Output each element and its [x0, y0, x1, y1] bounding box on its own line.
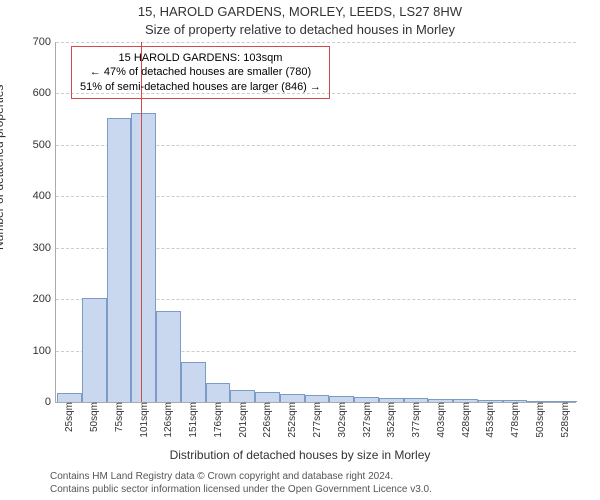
xtick-label: 252sqm	[284, 402, 298, 438]
histogram-bar	[230, 390, 255, 402]
xtick-label: 428sqm	[458, 402, 472, 438]
histogram-bar	[280, 394, 305, 402]
footer-attribution: Contains HM Land Registry data © Crown c…	[50, 471, 432, 496]
histogram-bar	[181, 362, 206, 402]
ytick-label: 100	[33, 345, 56, 357]
callout-line: 15 HAROLD GARDENS: 103sqm	[80, 51, 321, 65]
xtick-label: 327sqm	[359, 402, 373, 438]
histogram-bar	[57, 393, 82, 402]
xtick-label: 478sqm	[507, 402, 521, 438]
footer-line1: Contains HM Land Registry data © Crown c…	[50, 471, 432, 484]
plot-area: 010020030040050060070025sqm50sqm75sqm101…	[55, 42, 576, 403]
histogram-bar	[107, 118, 132, 402]
xtick-label: 277sqm	[309, 402, 323, 438]
xtick-label: 50sqm	[86, 402, 100, 432]
histogram-bar	[206, 383, 231, 402]
xtick-label: 201sqm	[235, 402, 249, 438]
chart-title-sub: Size of property relative to detached ho…	[0, 22, 600, 37]
ytick-label: 400	[33, 190, 56, 202]
ytick-label: 500	[33, 139, 56, 151]
histogram-bar	[156, 311, 181, 402]
histogram-bar	[131, 113, 156, 402]
xtick-label: 403sqm	[433, 402, 447, 438]
histogram-bar	[255, 392, 280, 402]
ytick-label: 0	[45, 396, 56, 408]
histogram-bar	[305, 395, 330, 402]
xtick-label: 151sqm	[185, 402, 199, 438]
xtick-label: 126sqm	[160, 402, 174, 438]
ytick-label: 600	[33, 87, 56, 99]
footer-line2: Contains public sector information licen…	[50, 484, 432, 497]
x-axis-caption: Distribution of detached houses by size …	[0, 448, 600, 462]
xtick-label: 176sqm	[210, 402, 224, 438]
chart-title-main: 15, HAROLD GARDENS, MORLEY, LEEDS, LS27 …	[0, 4, 600, 19]
xtick-label: 453sqm	[482, 402, 496, 438]
y-axis-label: Number of detached properties	[0, 85, 6, 250]
xtick-label: 528sqm	[557, 402, 571, 438]
ytick-label: 200	[33, 293, 56, 305]
grid-line	[56, 42, 576, 43]
xtick-label: 302sqm	[334, 402, 348, 438]
histogram-bar	[82, 298, 107, 402]
xtick-label: 101sqm	[136, 402, 150, 438]
xtick-label: 75sqm	[111, 402, 125, 432]
ytick-label: 300	[33, 242, 56, 254]
marker-callout: 15 HAROLD GARDENS: 103sqm← 47% of detach…	[71, 46, 330, 99]
xtick-label: 377sqm	[408, 402, 422, 438]
callout-line: 51% of semi-detached houses are larger (…	[80, 80, 321, 94]
xtick-label: 226sqm	[259, 402, 273, 438]
xtick-label: 25sqm	[61, 402, 75, 432]
xtick-label: 352sqm	[383, 402, 397, 438]
ytick-label: 700	[33, 36, 56, 48]
xtick-label: 503sqm	[532, 402, 546, 438]
property-size-chart: 15, HAROLD GARDENS, MORLEY, LEEDS, LS27 …	[0, 0, 600, 500]
callout-line: ← 47% of detached houses are smaller (78…	[80, 65, 321, 79]
